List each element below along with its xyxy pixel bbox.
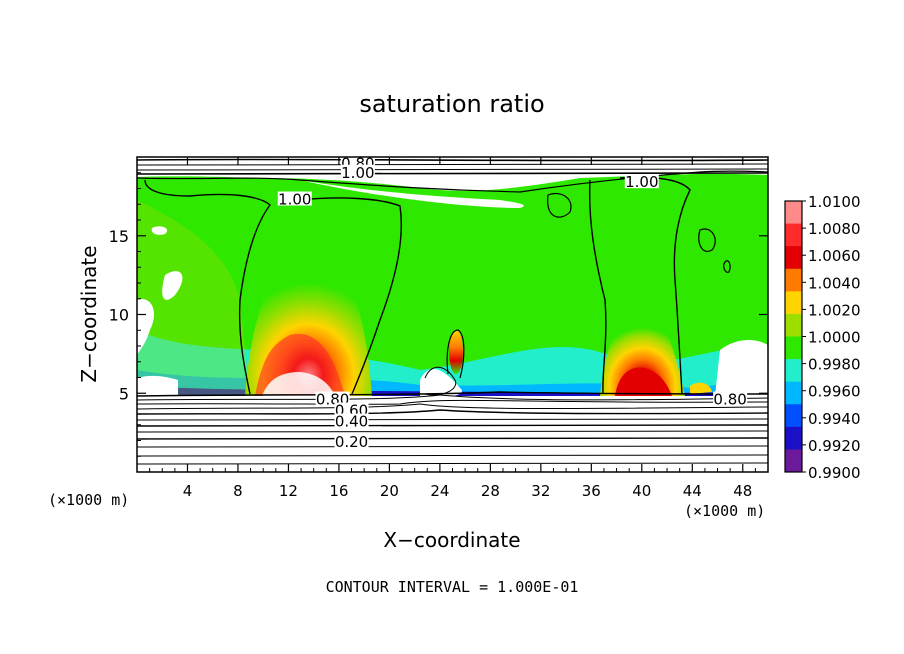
chart-title: saturation ratio	[359, 90, 544, 118]
colorbar-swatch	[785, 359, 802, 383]
x-tick-label: 20	[380, 482, 399, 500]
x-unit-label-left: (×1000 m)	[48, 491, 129, 509]
heatmap-field	[137, 157, 768, 472]
colorbar-label: 1.0060	[808, 247, 861, 265]
contour-label-bg	[340, 164, 375, 179]
y-axis-label: Z−coordinate	[77, 245, 101, 382]
x-tick-label: 4	[183, 482, 193, 500]
contour-label: 1.00	[625, 173, 658, 191]
colorbar-swatch	[785, 336, 802, 360]
x-unit-label-right: (×1000 m)	[684, 502, 765, 520]
contour-interval-note: CONTOUR INTERVAL = 1.000E-01	[326, 578, 579, 596]
x-tick-label: 40	[632, 482, 651, 500]
contour-label-bg	[624, 174, 659, 189]
colorbar-label: 0.9900	[808, 464, 861, 482]
colorbar-label: 0.9960	[808, 383, 861, 401]
x-tick-label: 48	[733, 482, 752, 500]
x-tick-label: 16	[329, 482, 348, 500]
colorbar-swatch	[785, 381, 802, 405]
y-tick-label: 5	[119, 384, 129, 403]
colorbar-label: 1.0080	[808, 220, 861, 238]
contour-label-bg	[315, 391, 350, 406]
colorbar-label: 0.9920	[808, 437, 861, 455]
x-axis: 4 8 12 16 20 24 28 32 36 40 44 48	[149, 157, 756, 500]
colorbar-swatch	[785, 291, 802, 315]
colorbar-swatch	[785, 313, 802, 337]
x-tick-label: 44	[683, 482, 702, 500]
contour-label: 1.00	[341, 164, 374, 182]
x-tick-label: 28	[481, 482, 500, 500]
y-tick-label: 15	[109, 227, 129, 246]
contour-label-bg	[713, 391, 748, 406]
colorbar-swatch	[785, 449, 802, 473]
colorbar-label: 1.0040	[808, 274, 861, 292]
contour-label: 0.40	[335, 413, 368, 431]
x-tick-label: 12	[279, 482, 298, 500]
y-tick-label: 10	[109, 306, 129, 325]
contour-label: 0.20	[335, 433, 368, 451]
colorbar-label: 1.0100	[808, 193, 861, 211]
colorbar-label: 0.9940	[808, 410, 861, 428]
colorbar-swatch	[785, 268, 802, 292]
contour-lines	[136, 158, 769, 465]
colorbar-label: 0.9980	[808, 356, 861, 374]
colorbar-swatch	[785, 404, 802, 428]
x-axis-label: X−coordinate	[383, 528, 520, 552]
contour-labels: 0.801.001.001.000.800.600.400.200.80	[277, 154, 748, 451]
x-tick-label: 32	[531, 482, 550, 500]
colorbar-label: 1.0020	[808, 301, 861, 319]
y-axis: 5 10 15	[109, 172, 768, 457]
x-tick-label: 36	[582, 482, 601, 500]
colorbar-swatch	[785, 426, 802, 450]
colorbar-swatch	[785, 201, 802, 225]
contour-label-bg	[334, 402, 369, 417]
contour-label: 1.00	[278, 191, 311, 209]
colorbar: 1.0100 1.0080 1.0060 1.0040 1.0020 1.0000 0.99…	[784, 193, 861, 482]
colorbar-label: 1.0000	[808, 329, 861, 347]
colorbar-swatch	[785, 246, 802, 270]
x-tick-label: 8	[233, 482, 243, 500]
contour-label-bg	[334, 434, 369, 449]
colorbar-swatch	[785, 223, 802, 247]
x-tick-label: 24	[430, 482, 449, 500]
contour-label-bg	[334, 413, 369, 428]
contour-label: 0.80	[713, 391, 746, 409]
contour-label-bg	[277, 191, 312, 206]
